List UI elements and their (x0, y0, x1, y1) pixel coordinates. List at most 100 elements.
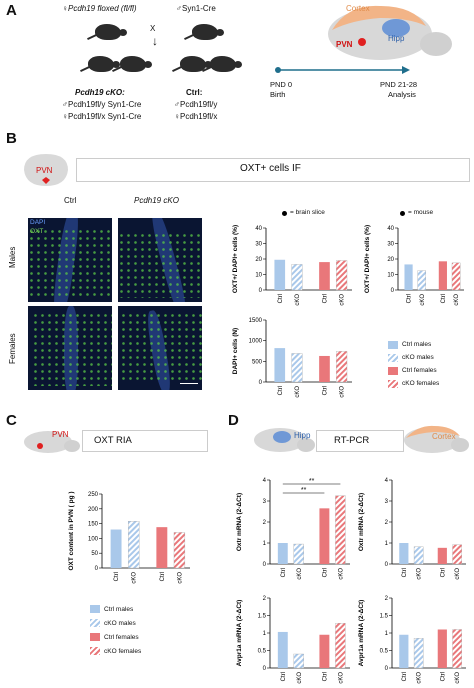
y-tick-label: 200 (88, 507, 99, 513)
mouse-brain-illustration (328, 5, 452, 60)
x-tick-label: cKO (297, 568, 303, 580)
y-tick-label: 3 (263, 499, 267, 505)
x-tick-label: Ctrl (440, 568, 446, 577)
x-tick-label: Ctrl (278, 294, 284, 303)
y-axis-label: Avpr1a mRNA (2-ΔCt) (358, 600, 365, 667)
bar (452, 629, 462, 669)
y-tick-label: 1.5 (258, 614, 267, 620)
bar (319, 508, 330, 564)
micrograph-cko-females (118, 306, 202, 390)
brain-cortex-label: Cortex (346, 4, 370, 13)
bar (128, 521, 140, 569)
bar (404, 264, 413, 290)
bar (156, 527, 168, 568)
cross-symbol: X (150, 24, 156, 33)
cortex-brain-icon (404, 425, 469, 453)
y-tick-label: 50 (91, 551, 98, 557)
legend-label: cKO males (402, 354, 434, 361)
chart-6: Oxtr mRNA (2-ΔCt) 0 1 2 3 4 Ctrl cKO Ctrl cKO (358, 478, 466, 580)
mouse-icon (192, 24, 224, 40)
y-tick-label: 1 (385, 541, 389, 547)
y-tick-label: 150 (88, 522, 99, 528)
y-axis-label: Oxtr mRNA (2-ΔCt) (358, 493, 365, 551)
legend-label: cKO females (104, 647, 142, 655)
y-tick-label: 10 (387, 273, 394, 279)
timeline-end: PND 21-28 (380, 80, 418, 89)
y-tick-label: 0 (259, 288, 263, 294)
legend-label: Ctrl females (402, 367, 437, 374)
x-tick-label: cKO (420, 294, 426, 306)
panel-c-pvn-label: PVN (52, 430, 69, 439)
panel-d-header-box (316, 430, 404, 452)
cko-title: Pcdh19 cKO: (75, 88, 125, 97)
col-cko-label: Pcdh19 cKO (134, 196, 179, 205)
brain-pvn-label: PVN (336, 40, 353, 49)
bar (291, 264, 303, 291)
bar (437, 629, 447, 668)
female-floxed-label: ♀Pcdh19 floxed (fl/fl) (62, 4, 137, 13)
scale-bar (180, 383, 198, 384)
mouse-icon (88, 56, 120, 72)
y-axis-label: OXT+/ DAPI+ cells (%) (232, 225, 239, 293)
y-tick-label: 1 (263, 631, 267, 637)
stain-oxt-label: OXT (30, 228, 44, 235)
x-tick-label: cKO (455, 568, 461, 580)
chart-4: OXT content in PVN ( pg ) 0 50 100 150 200 250… (68, 491, 190, 584)
panel-b-header-box (76, 158, 470, 182)
legend-label: Ctrl males (104, 605, 134, 613)
bar (451, 262, 461, 291)
y-tick-label: 0 (263, 562, 267, 568)
y-tick-label: 100 (88, 536, 99, 542)
x-tick-label: Ctrl (114, 572, 120, 581)
y-tick-label: 0.5 (380, 649, 389, 655)
legend-swatch (90, 605, 100, 613)
legend-item: Ctrl males (90, 602, 141, 616)
legend-item: cKO males (90, 616, 141, 630)
legend-label: cKO males (104, 619, 136, 627)
y-axis-label: DAPI+ cells (N) (232, 328, 239, 374)
y-tick-label: 1.5 (380, 614, 389, 620)
x-tick-label: cKO (338, 568, 344, 580)
legend-swatch (388, 340, 398, 349)
legend-c: Ctrl males cKO males Ctrl females cKO fe… (90, 602, 141, 658)
y-axis-label: OXT content in PVN ( pg ) (68, 491, 75, 570)
bar (277, 631, 288, 668)
bar (319, 634, 330, 668)
bar (413, 546, 424, 565)
ctrl-line1: ♂Pcdh19fl/y (174, 100, 218, 109)
cortex-label: Cortex (432, 432, 456, 441)
timeline-start-sub: Birth (270, 90, 286, 99)
legend-swatch (388, 353, 398, 362)
hipp-brain-icon (254, 428, 315, 452)
ctrl-title: Ctrl: (186, 88, 203, 97)
y-axis-label: OXT+/ DAPI+ cells (%) (364, 225, 371, 293)
x-tick-label: cKO (455, 672, 461, 684)
panel-b-header: OXT+ cells IF (240, 163, 301, 174)
legend-item: Ctrl females (388, 364, 439, 377)
panel-c-header-box (82, 430, 208, 452)
chart-8: Avpr1a mRNA (2-ΔCt) 0 0.5 1 1.5 2 Ctrl cKO Ctrl c… (358, 596, 466, 684)
timeline (275, 66, 410, 74)
chart-2: OXT+/ DAPI+ cells (%) 0 10 20 30 40 Ctrl cKO Ctr… (364, 225, 464, 306)
mouse-icon (120, 56, 152, 72)
y-tick-label: 0 (385, 666, 389, 672)
bar (413, 638, 424, 669)
bar (291, 353, 303, 383)
y-tick-label: 1500 (249, 318, 263, 324)
bar (319, 355, 330, 382)
bar (452, 544, 462, 565)
bar (438, 261, 447, 290)
legend-item: cKO females (388, 377, 439, 390)
mouse-icon (95, 24, 127, 40)
panel-b-pvn-label: PVN (36, 166, 53, 175)
y-tick-label: 40 (387, 226, 394, 232)
y-tick-label: 2 (263, 596, 267, 602)
y-tick-label: 0 (385, 562, 389, 568)
bar (399, 634, 409, 668)
y-tick-label: 3 (385, 499, 389, 505)
x-tick-label: cKO (340, 294, 346, 306)
x-tick-label: Ctrl (322, 672, 328, 681)
y-tick-label: 1000 (249, 339, 263, 345)
legend-swatch (90, 647, 100, 655)
bar (399, 543, 409, 564)
